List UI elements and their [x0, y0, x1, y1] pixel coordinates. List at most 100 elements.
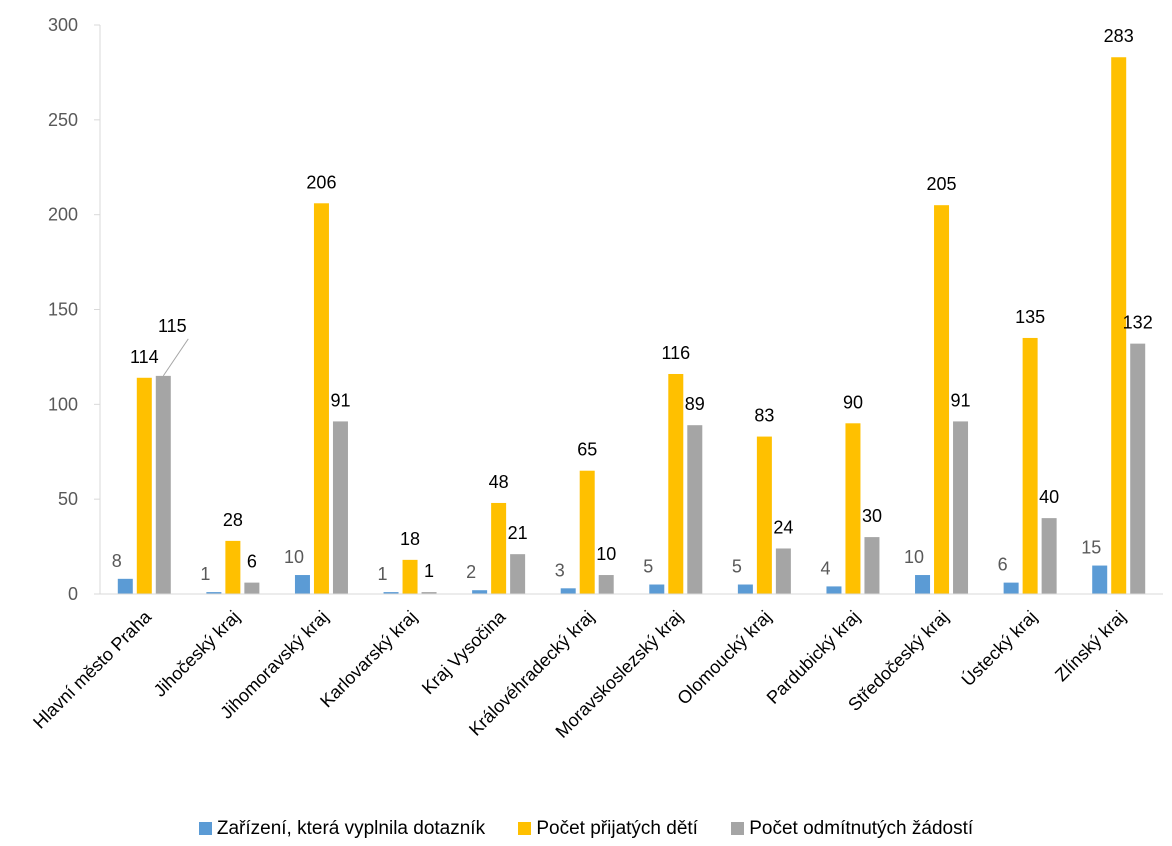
value-label-facilities-8: 4	[820, 558, 830, 578]
value-label-rejected-4: 21	[508, 523, 528, 543]
legend-swatch-accepted	[518, 822, 532, 835]
bar-facilities-6	[649, 584, 665, 594]
legend-label-facilities: Zařízení, která vyplnila dotazník	[216, 818, 486, 839]
value-label-accepted-5: 65	[577, 440, 597, 460]
bar-accepted-4	[491, 502, 507, 594]
legend-label-accepted: Počet přijatých dětí	[536, 818, 698, 839]
legend-label-rejected: Počet odmítnutých žádostí	[749, 818, 974, 839]
bar-rejected-11	[1130, 343, 1146, 594]
value-label-accepted-8: 90	[843, 392, 863, 412]
bar-facilities-1	[206, 592, 222, 594]
bar-facilities-4	[472, 590, 488, 594]
value-label-rejected-1: 6	[247, 552, 257, 572]
value-label-accepted-9: 205	[927, 174, 957, 194]
category-label-4: Kraj Vysočina	[418, 606, 510, 698]
value-label-rejected-9: 91	[951, 390, 971, 410]
value-label-facilities-4: 2	[466, 562, 476, 582]
bar-accepted-10	[1022, 337, 1038, 594]
bar-rejected-3	[421, 592, 437, 594]
legend-item-rejected: Počet odmítnutých žádostí	[731, 818, 973, 840]
value-label-facilities-10: 6	[998, 555, 1008, 575]
value-label-facilities-3: 1	[378, 564, 388, 584]
value-label-facilities-7: 5	[732, 557, 742, 577]
bar-rejected-10	[1041, 518, 1057, 594]
value-label-facilities-1: 1	[200, 564, 210, 584]
bar-accepted-2	[313, 203, 329, 594]
bar-rejected-9	[953, 421, 969, 594]
category-label-8: Pardubický kraj	[763, 607, 864, 708]
bar-rejected-5	[598, 575, 614, 594]
bar-accepted-0	[136, 377, 152, 594]
legend-swatch-rejected	[731, 822, 745, 835]
bar-accepted-5	[579, 470, 595, 594]
bar-facilities-2	[294, 575, 310, 594]
y-tick-label-0: 0	[68, 584, 78, 604]
bar-facilities-11	[1092, 565, 1108, 594]
bar-accepted-11	[1111, 57, 1127, 594]
y-tick-label-1: 50	[58, 489, 78, 509]
value-label-accepted-10: 135	[1015, 307, 1045, 327]
value-label-facilities-0: 8	[112, 551, 122, 571]
bar-facilities-9	[915, 575, 931, 594]
bars	[117, 57, 1146, 594]
value-label-accepted-4: 48	[489, 472, 509, 492]
value-label-rejected-5: 10	[596, 544, 616, 564]
bar-rejected-1	[244, 582, 260, 594]
bar-accepted-1	[225, 540, 241, 594]
value-label-accepted-6: 116	[661, 343, 690, 363]
legend: Zařízení, která vyplnila dotazník Počet …	[0, 818, 1172, 840]
bar-rejected-2	[332, 421, 348, 594]
value-label-accepted-7: 83	[754, 406, 774, 426]
value-label-accepted-1: 28	[223, 510, 243, 530]
value-label-rejected-11: 132	[1123, 313, 1153, 333]
legend-item-accepted: Počet přijatých dětí	[518, 818, 698, 840]
value-label-accepted-3: 18	[400, 529, 420, 549]
value-label-rejected-8: 30	[862, 506, 882, 526]
category-label-11: Zlínský kraj	[1051, 607, 1129, 685]
bar-facilities-10	[1003, 582, 1019, 594]
legend-swatch-facilities	[198, 822, 212, 835]
bar-rejected-4	[510, 554, 526, 594]
bar-accepted-8	[845, 423, 861, 594]
value-label-rejected-0: 115	[158, 316, 187, 336]
bar-rejected-8	[864, 537, 880, 594]
value-label-facilities-6: 5	[643, 557, 653, 577]
y-tick-label-4: 200	[48, 205, 78, 225]
category-label-10: Ústecký kraj	[957, 606, 1041, 690]
value-label-accepted-2: 206	[306, 172, 336, 192]
bar-facilities-5	[560, 588, 576, 594]
y-tick-label-3: 150	[48, 300, 78, 320]
value-label-rejected-3: 1	[424, 561, 434, 581]
value-label-rejected-6: 89	[685, 394, 705, 414]
bar-rejected-7	[775, 548, 791, 594]
category-label-0: Hlavní město Praha	[29, 606, 156, 733]
y-axis: 0 50 100 150 200 250 300	[48, 15, 101, 604]
y-tick-label-6: 300	[48, 15, 78, 35]
value-label-accepted-0: 114	[130, 347, 159, 367]
y-tick-label-2: 100	[48, 394, 78, 414]
value-label-rejected-10: 40	[1039, 487, 1059, 507]
bar-rejected-6	[687, 425, 703, 594]
value-label-facilities-9: 10	[904, 547, 924, 567]
bar-rejected-0	[155, 375, 171, 594]
value-label-facilities-2: 10	[284, 547, 304, 567]
value-label-facilities-11: 15	[1081, 538, 1101, 558]
value-label-accepted-11: 283	[1104, 26, 1134, 46]
bar-facilities-0	[117, 578, 133, 594]
value-label-rejected-7: 24	[773, 517, 793, 537]
value-label-facilities-5: 3	[555, 560, 565, 580]
callout-line-0	[162, 338, 189, 377]
legend-item-facilities: Zařízení, která vyplnila dotazník	[198, 818, 486, 840]
category-label-3: Karlovarský kraj	[316, 607, 421, 712]
bar-facilities-8	[826, 586, 842, 594]
value-label-rejected-2: 91	[330, 390, 350, 410]
bar-accepted-6	[668, 373, 684, 594]
bar-facilities-7	[737, 584, 753, 594]
bar-accepted-9	[934, 205, 950, 594]
bar-facilities-3	[383, 592, 399, 594]
category-label-7: Olomoucký kraj	[673, 607, 775, 709]
bar-accepted-3	[402, 559, 418, 594]
